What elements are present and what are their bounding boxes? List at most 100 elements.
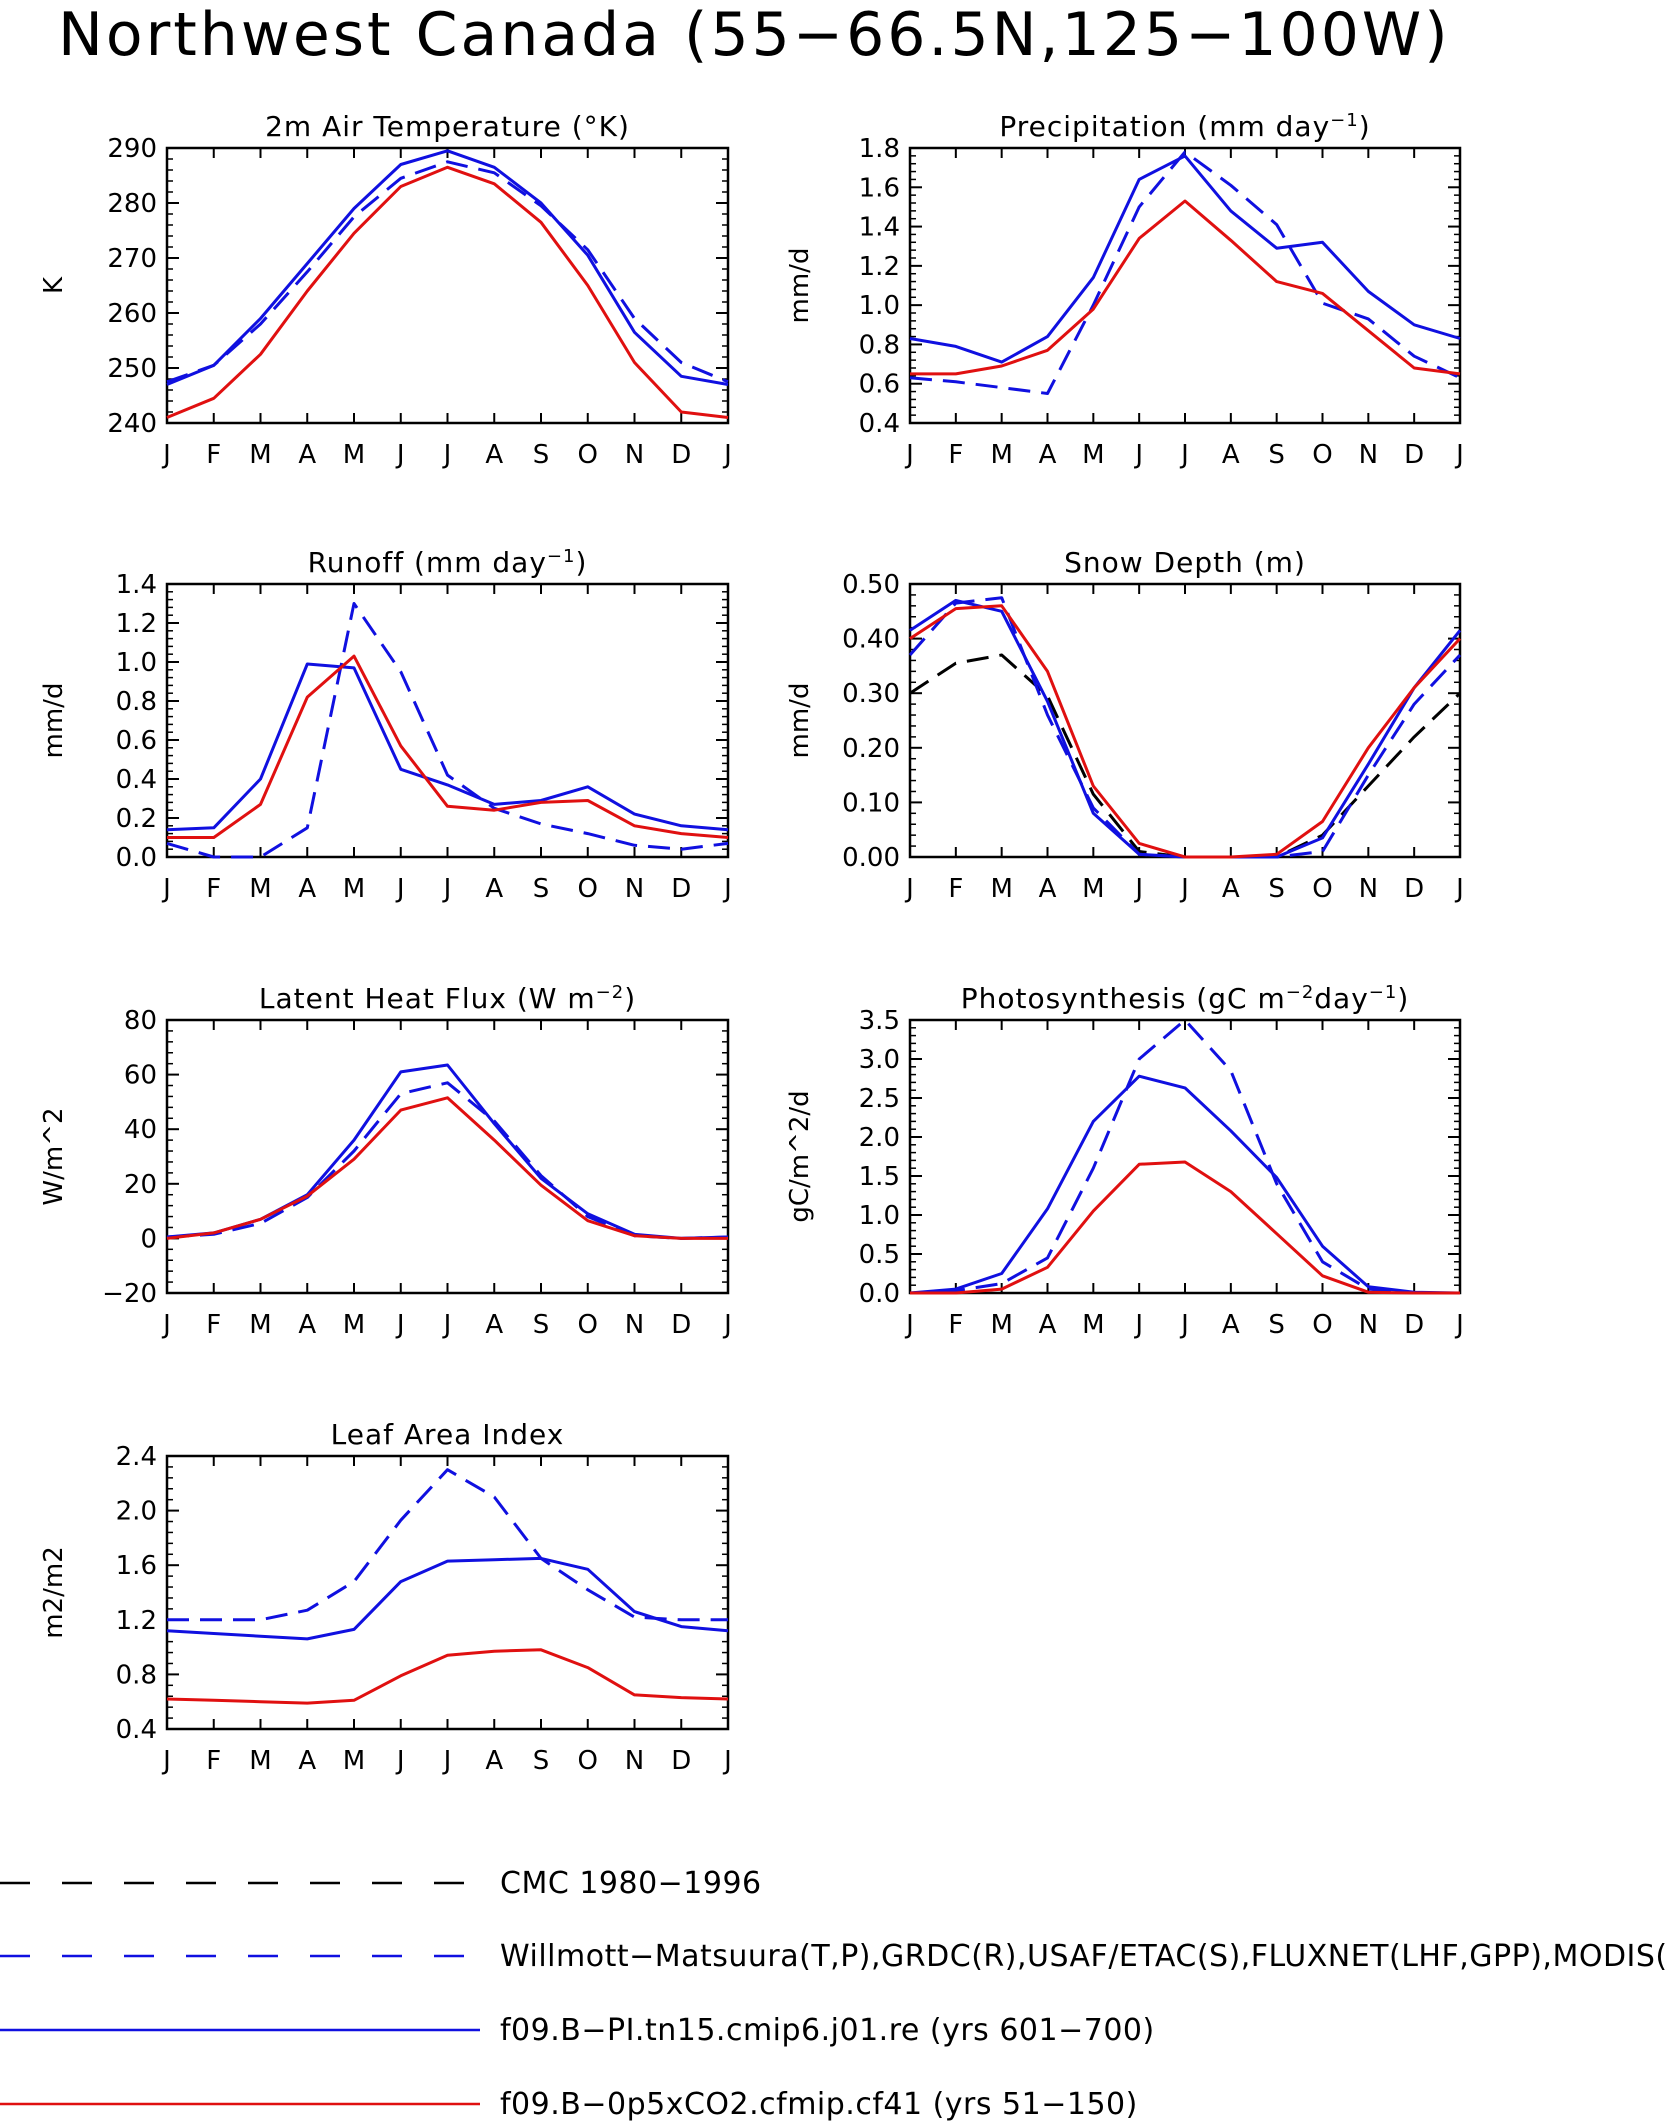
x-tick-label: J bbox=[1454, 1310, 1464, 1340]
x-tick-label: M bbox=[343, 1310, 365, 1340]
x-tick-label: A bbox=[1222, 1310, 1240, 1340]
y-tick-label: 0.50 bbox=[842, 570, 900, 600]
y-axis-label: mm/d bbox=[39, 683, 69, 759]
x-tick-label: D bbox=[671, 1310, 691, 1340]
y-tick-label: 0.6 bbox=[859, 370, 900, 400]
plot-frame bbox=[165, 1018, 730, 1295]
y-tick-label: 40 bbox=[124, 1115, 157, 1145]
panel-5: Latent Heat Flux (W m−2)J F M A M J J A S O N D J−20… bbox=[39, 982, 732, 1340]
x-tick-label: M bbox=[249, 874, 271, 904]
series-line-3 bbox=[910, 1160, 1460, 1295]
y-tick-label: 80 bbox=[124, 1006, 157, 1036]
x-tick-label: M bbox=[1082, 1310, 1104, 1340]
x-tick-label: A bbox=[485, 874, 503, 904]
y-tick-label: 1.0 bbox=[116, 648, 157, 678]
x-tick-label: O bbox=[578, 440, 598, 470]
x-tick-label: J bbox=[395, 1746, 405, 1776]
x-tick-label: O bbox=[1312, 874, 1332, 904]
panel-6: Photosynthesis (gC m−2day−1)J F M A M J J A S O N D… bbox=[785, 982, 1464, 1340]
y-tick-label: 0.4 bbox=[116, 765, 157, 795]
y-tick-label: 0 bbox=[140, 1224, 157, 1254]
series-line-3 bbox=[166, 1648, 729, 1705]
y-tick-label: 1.5 bbox=[859, 1162, 900, 1192]
y-tick-label: 0.4 bbox=[116, 1715, 157, 1745]
panel-4: Snow Depth (m)J F M A M J J A S O N D J0.000.100.200… bbox=[785, 546, 1464, 904]
x-tick-label: D bbox=[1404, 440, 1424, 470]
x-tick-label: F bbox=[206, 440, 221, 470]
x-tick-label: O bbox=[1312, 440, 1332, 470]
series-line-2 bbox=[166, 1063, 729, 1240]
x-tick-label: N bbox=[1359, 440, 1378, 470]
x-tick-label: A bbox=[485, 440, 503, 470]
y-axis-label: m2/m2 bbox=[39, 1546, 69, 1639]
x-tick-label: A bbox=[1039, 874, 1057, 904]
y-tick-label: 2.0 bbox=[116, 1497, 157, 1527]
y-tick-label: 1.6 bbox=[859, 173, 900, 203]
y-tick-label: 0.00 bbox=[842, 843, 900, 873]
y-tick-label: 0.5 bbox=[859, 1240, 900, 1270]
plot-frame bbox=[908, 1018, 1462, 1295]
x-tick-label: M bbox=[249, 1310, 271, 1340]
x-tick-label: J bbox=[722, 1746, 732, 1776]
y-tick-label: 1.4 bbox=[116, 570, 157, 600]
x-tick-label: J bbox=[442, 1746, 452, 1776]
x-tick-label: J bbox=[1133, 1310, 1143, 1340]
x-tick-label: S bbox=[533, 440, 550, 470]
series-line-2 bbox=[166, 662, 729, 832]
x-tick-label: J bbox=[904, 440, 914, 470]
y-tick-label: 0.30 bbox=[842, 679, 900, 709]
y-tick-label: 0.2 bbox=[116, 804, 157, 834]
y-tick-label: 20 bbox=[124, 1170, 157, 1200]
y-axis-label: mm/d bbox=[785, 683, 815, 759]
x-tick-label: J bbox=[442, 1310, 452, 1340]
panel-title: Precipitation (mm day−1) bbox=[999, 110, 1370, 143]
x-tick-label: M bbox=[343, 1746, 365, 1776]
x-tick-label: O bbox=[578, 1310, 598, 1340]
x-tick-label: A bbox=[1222, 874, 1240, 904]
series-line-1 bbox=[909, 653, 1462, 859]
x-tick-label: S bbox=[1268, 1310, 1285, 1340]
x-tick-label: M bbox=[990, 874, 1012, 904]
x-tick-label: S bbox=[533, 1746, 550, 1776]
y-axis-label: gC/m^2/d bbox=[785, 1090, 815, 1222]
y-axis-label: W/m^2 bbox=[39, 1107, 69, 1205]
x-tick-label: A bbox=[1039, 440, 1057, 470]
x-tick-label: M bbox=[1082, 440, 1104, 470]
x-tick-label: J bbox=[161, 1310, 171, 1340]
series-line-3 bbox=[166, 165, 729, 419]
y-tick-label: 0.0 bbox=[116, 843, 157, 873]
legend-label-2: Willmott−Matsuura(T,P),GRDC(R),USAF/ETAC… bbox=[500, 1939, 1670, 1974]
y-tick-label: 0.4 bbox=[859, 409, 900, 439]
series-line-3 bbox=[166, 1096, 728, 1240]
x-tick-label: J bbox=[442, 874, 452, 904]
x-tick-label: N bbox=[625, 1746, 644, 1776]
series-line-3 bbox=[910, 199, 1461, 376]
x-tick-label: S bbox=[533, 874, 550, 904]
x-tick-label: J bbox=[1179, 440, 1189, 470]
x-tick-label: J bbox=[722, 874, 732, 904]
x-tick-label: D bbox=[671, 1746, 691, 1776]
series-line-3 bbox=[167, 654, 729, 839]
x-tick-label: N bbox=[1359, 874, 1378, 904]
x-tick-label: F bbox=[948, 440, 963, 470]
y-tick-label: 2.4 bbox=[116, 1442, 157, 1472]
x-tick-label: A bbox=[298, 440, 316, 470]
x-tick-label: J bbox=[161, 440, 171, 470]
x-tick-label: J bbox=[1179, 874, 1189, 904]
x-tick-label: J bbox=[1179, 1310, 1189, 1340]
x-tick-label: J bbox=[395, 874, 405, 904]
x-tick-label: N bbox=[625, 440, 644, 470]
y-tick-label: 0.20 bbox=[842, 734, 900, 764]
x-tick-label: F bbox=[948, 874, 963, 904]
x-tick-label: D bbox=[671, 874, 691, 904]
x-tick-label: J bbox=[442, 440, 452, 470]
y-tick-label: 1.6 bbox=[116, 1551, 157, 1581]
x-tick-label: M bbox=[990, 1310, 1012, 1340]
page-title: Northwest Canada (55−66.5N,125−100W) bbox=[58, 0, 1451, 70]
legend-label-3: f09.B−PI.tn15.cmip6.j01.re (yrs 601−700) bbox=[500, 2013, 1155, 2048]
x-tick-label: F bbox=[948, 1310, 963, 1340]
x-tick-label: M bbox=[343, 874, 365, 904]
y-tick-label: −20 bbox=[102, 1279, 157, 1309]
y-tick-label: 270 bbox=[107, 244, 157, 274]
